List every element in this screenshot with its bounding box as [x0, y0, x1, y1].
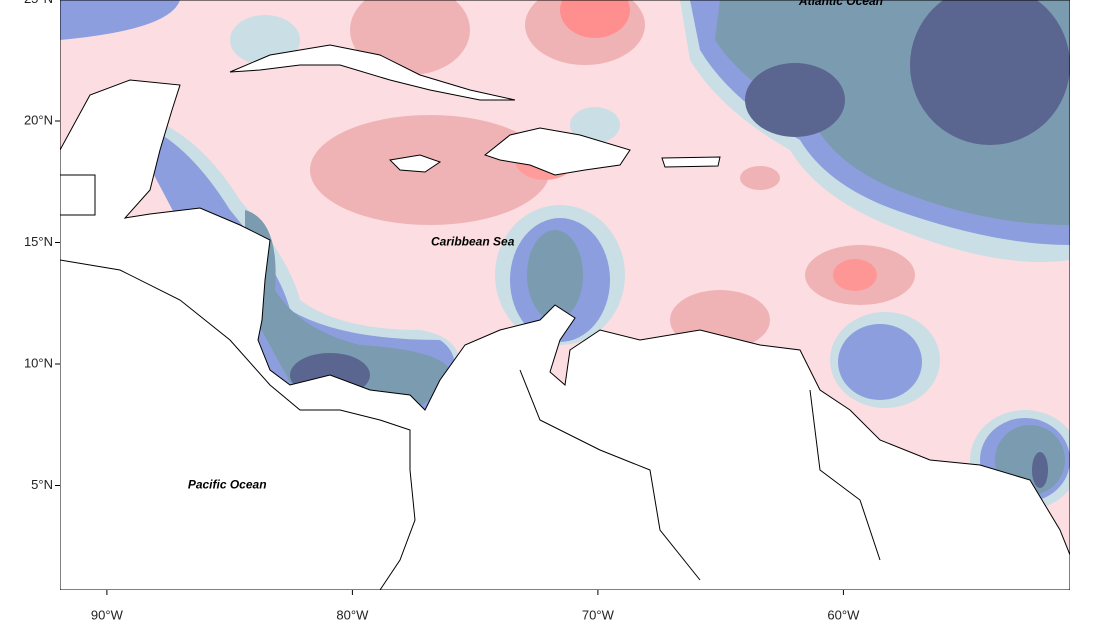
- contour: [527, 230, 583, 320]
- contour: [910, 0, 1070, 145]
- island: [661, 156, 721, 168]
- y-tick-label: 10°N: [24, 355, 53, 370]
- x-tick-label: 60°W: [827, 607, 860, 622]
- x-tick-label: 70°W: [582, 607, 615, 622]
- land: [60, 79, 1070, 590]
- contour: [245, 210, 450, 410]
- contour: [838, 324, 922, 400]
- y-tick-label: 20°N: [24, 112, 53, 127]
- contour: [1032, 452, 1048, 488]
- contour: [125, 120, 455, 410]
- border: [809, 389, 881, 561]
- contour: [833, 259, 877, 291]
- border: [519, 369, 701, 581]
- contour: [560, 0, 630, 38]
- contour: [740, 166, 780, 190]
- island: [229, 44, 516, 101]
- pacific-coast: [60, 259, 416, 590]
- border: [60, 174, 96, 216]
- y-tick-label: 15°N: [24, 234, 53, 249]
- x-tick-label: 90°W: [91, 607, 124, 622]
- ocean-label: Caribbean Sea: [431, 235, 515, 249]
- island: [483, 127, 631, 176]
- contour: [310, 115, 550, 225]
- y-tick-label: 5°N: [31, 477, 53, 492]
- contour: [60, 0, 180, 40]
- anomaly-field: [60, 0, 1070, 590]
- island: [388, 154, 442, 173]
- x-tick-label: 80°W: [336, 607, 369, 622]
- y-tick-label: 25°N: [24, 0, 53, 6]
- contour: [570, 107, 620, 143]
- contour: [745, 63, 845, 137]
- ocean-label: Atlantic Ocean: [798, 0, 883, 8]
- ocean-label: Pacific Ocean: [188, 478, 267, 492]
- axis-ticks: 90°W 80°W 70°W 60°W 25°N 20°N 15°N 10°N 5°N: [24, 0, 860, 622]
